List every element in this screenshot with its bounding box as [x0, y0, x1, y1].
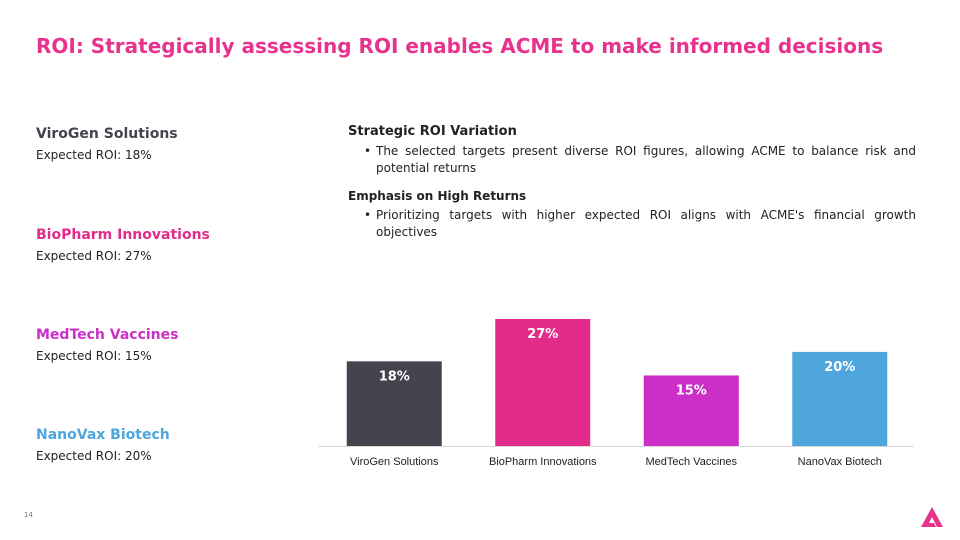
- category-label: MedTech Vaccines: [645, 456, 737, 468]
- category-label: NanoVax Biotech: [798, 456, 882, 468]
- company-block-medtech: MedTech Vaccines Expected ROI: 15%: [36, 327, 316, 363]
- data-label: 15%: [676, 383, 707, 398]
- bullet-text: Prioritizing targets with higher expecte…: [348, 207, 916, 241]
- company-block-nanovax: NanoVax Biotech Expected ROI: 20%: [36, 427, 316, 463]
- company-name: MedTech Vaccines: [36, 327, 179, 343]
- bar-medtech-vaccines: [643, 375, 739, 446]
- company-roi: Expected ROI: 20%: [36, 449, 152, 463]
- company-block-virogen: ViroGen Solutions Expected ROI: 18%: [36, 126, 316, 162]
- bullet-text: The selected targets present diverse ROI…: [348, 143, 916, 177]
- section-title: Emphasis on High Returns: [348, 189, 527, 203]
- data-label: 20%: [824, 360, 855, 375]
- page-title: ROI: Strategically assessing ROI enables…: [36, 34, 884, 58]
- section-high-returns: Emphasis on High Returns Prioritizing ta…: [348, 189, 916, 241]
- company-roi: Expected ROI: 18%: [36, 148, 152, 162]
- data-label: 18%: [379, 369, 410, 384]
- company-roi: Expected ROI: 15%: [36, 349, 152, 363]
- company-roi: Expected ROI: 27%: [36, 249, 152, 263]
- acme-logo-icon: [921, 507, 943, 527]
- bar-nanovax-biotech: [792, 351, 888, 446]
- data-label: 27%: [527, 327, 558, 342]
- bar-virogen-solutions: [346, 361, 442, 446]
- category-label: BioPharm Innovations: [489, 456, 597, 468]
- company-name: NanoVax Biotech: [36, 427, 170, 443]
- roi-bar-chart: 18% ViroGen Solutions 27% BioPharm Innovati…: [318, 319, 914, 468]
- company-name: BioPharm Innovations: [36, 227, 210, 243]
- section-roi-variation: Strategic ROI Variation The selected tar…: [348, 124, 916, 177]
- page-number: 14: [24, 511, 33, 519]
- insights-panel: Strategic ROI Variation The selected tar…: [348, 124, 916, 241]
- bar-biopharm-innovations: [495, 319, 591, 446]
- category-label: ViroGen Solutions: [350, 456, 439, 468]
- section-title: Strategic ROI Variation: [348, 124, 517, 139]
- company-block-biopharm: BioPharm Innovations Expected ROI: 27%: [36, 227, 316, 263]
- company-name: ViroGen Solutions: [36, 126, 178, 142]
